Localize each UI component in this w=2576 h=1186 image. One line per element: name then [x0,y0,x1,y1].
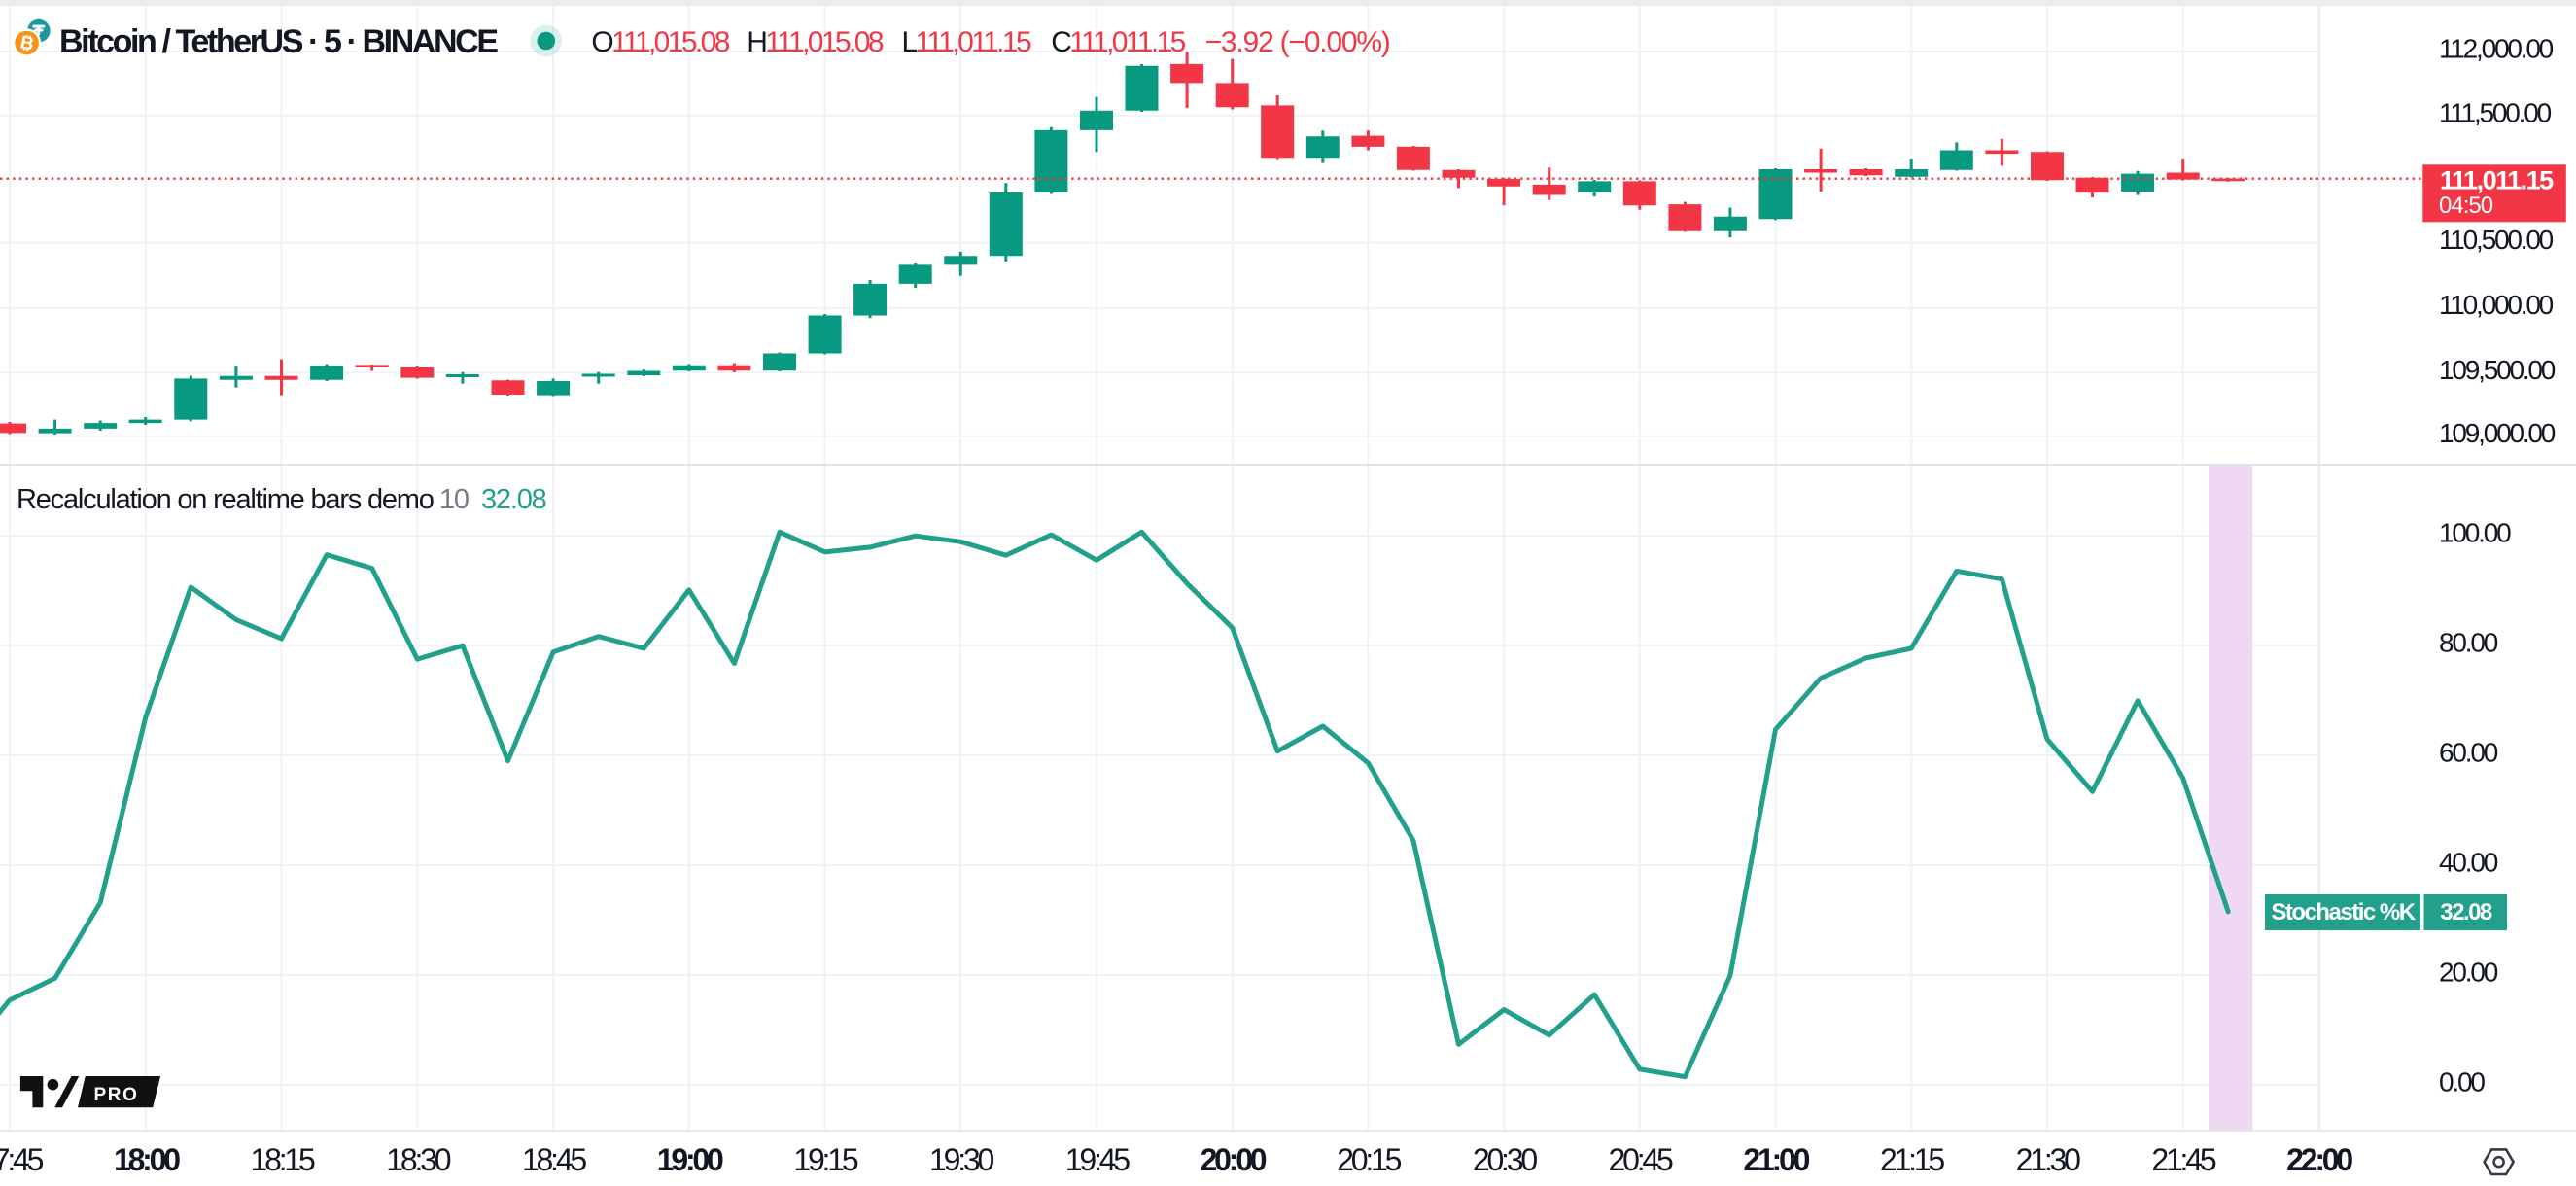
svg-text:18:45: 18:45 [522,1142,586,1177]
svg-text:21:15: 21:15 [1880,1142,1944,1177]
svg-text:PRO: PRO [94,1085,139,1105]
svg-text:21:30: 21:30 [2016,1142,2080,1177]
svg-text:20.00: 20.00 [2439,958,2498,988]
svg-text:C111,011.15: C111,011.15 [1051,26,1185,58]
svg-text:19:15: 19:15 [793,1142,857,1177]
svg-text:04:50: 04:50 [2439,192,2493,219]
svg-text:21:45: 21:45 [2151,1142,2215,1177]
svg-text:18:15: 18:15 [251,1142,315,1177]
svg-text:109,000.00: 109,000.00 [2439,418,2556,448]
svg-text:H111,015.08: H111,015.08 [747,26,884,58]
svg-text:20:15: 20:15 [1337,1142,1401,1177]
svg-text:110,000.00: 110,000.00 [2439,290,2554,320]
svg-text:111,500.00: 111,500.00 [2439,97,2552,127]
svg-text:19:00: 19:00 [657,1142,723,1177]
svg-text:40.00: 40.00 [2439,848,2498,878]
svg-text:10: 10 [439,484,469,515]
svg-text:32.08: 32.08 [481,484,546,515]
svg-text:0.00: 0.00 [2439,1067,2485,1098]
svg-text:60.00: 60.00 [2439,738,2498,768]
svg-text:111,011.15: 111,011.15 [2440,166,2554,195]
svg-text:19:30: 19:30 [929,1142,993,1177]
svg-text:21:00: 21:00 [1743,1142,1809,1177]
svg-text:22:00: 22:00 [2286,1142,2352,1177]
svg-text:L111,011.15: L111,011.15 [902,26,1031,58]
svg-text:100.00: 100.00 [2439,518,2511,548]
svg-text:18:30: 18:30 [386,1142,450,1177]
svg-text:20:45: 20:45 [1609,1142,1673,1177]
svg-text:19:45: 19:45 [1065,1142,1130,1177]
svg-text:112,000.00: 112,000.00 [2439,34,2554,64]
svg-text:109,500.00: 109,500.00 [2439,355,2556,385]
svg-text:110,500.00: 110,500.00 [2439,225,2554,255]
svg-text:20:30: 20:30 [1473,1142,1537,1177]
svg-text:80.00: 80.00 [2439,628,2498,658]
svg-text:Bitcoin / TetherUS · 5 · BINAN: Bitcoin / TetherUS · 5 · BINANCE [59,23,498,60]
svg-text:O111,015.08: O111,015.08 [591,26,729,58]
svg-text:−3.92 (−0.00%): −3.92 (−0.00%) [1205,26,1390,58]
svg-text:18:00: 18:00 [114,1142,180,1177]
svg-text:Stochastic %K: Stochastic %K [2271,899,2416,925]
svg-text:20:00: 20:00 [1201,1142,1267,1177]
svg-text:17:45: 17:45 [0,1142,44,1177]
svg-text:Recalculation on realtime bars: Recalculation on realtime bars demo [17,484,434,515]
svg-text:B: B [18,32,36,54]
svg-text:32.08: 32.08 [2440,899,2492,925]
